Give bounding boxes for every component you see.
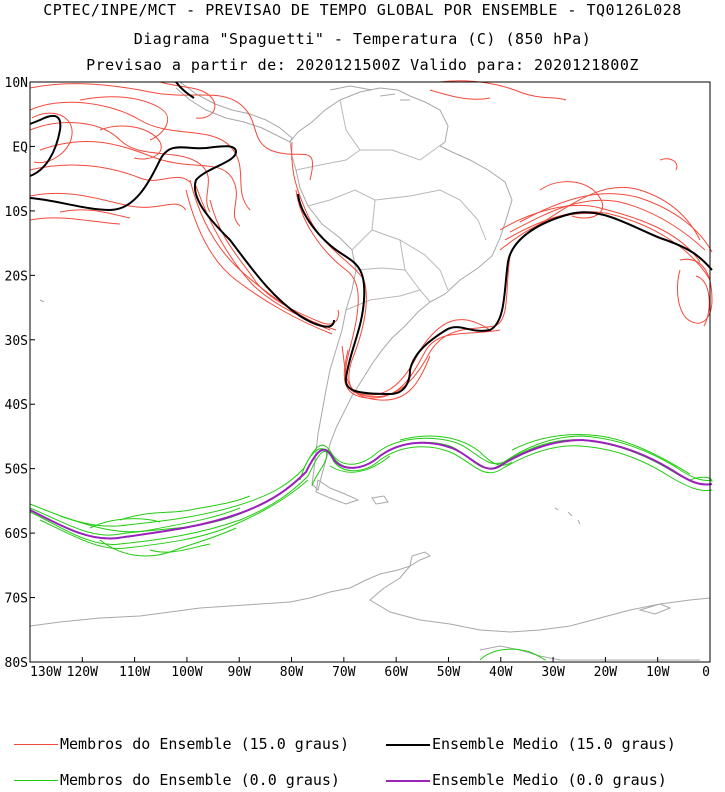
green-member-15 bbox=[479, 648, 547, 661]
central-america-coast bbox=[175, 81, 293, 143]
legend-mean-0: Ensemble Medio (0.0 graus) bbox=[386, 771, 667, 789]
lat-label: 10N bbox=[5, 76, 28, 91]
lon-label: 110W bbox=[119, 665, 150, 680]
lat-label: 30S bbox=[5, 334, 28, 349]
chart-subtitle: Diagrama "Spaguetti" - Temperatura (C) (… bbox=[133, 30, 592, 48]
green-member-13 bbox=[511, 434, 691, 475]
lat-label: 60S bbox=[5, 527, 28, 542]
mean-0-path bbox=[29, 438, 713, 540]
lon-label: 20W bbox=[594, 665, 618, 680]
lon-label: 80W bbox=[280, 665, 304, 680]
lat-label: EQ bbox=[12, 140, 28, 155]
lat-label: 10S bbox=[5, 205, 28, 220]
legend-mean-15-label: Ensemble Medio (15.0 graus) bbox=[432, 735, 676, 753]
red-member-7 bbox=[59, 209, 131, 219]
lon-label: 120W bbox=[67, 665, 98, 680]
lon-label: 40W bbox=[489, 665, 513, 680]
red-member-29 bbox=[539, 181, 603, 219]
green-member-14 bbox=[689, 476, 713, 483]
green-member-1 bbox=[29, 439, 711, 536]
caribbean-islands bbox=[329, 85, 410, 101]
lon-label: 10W bbox=[646, 665, 670, 680]
lon-label: 0 bbox=[702, 665, 710, 680]
red-member-17 bbox=[195, 185, 337, 331]
mean-15-path-pacific bbox=[29, 114, 335, 328]
red-member-20 bbox=[291, 141, 431, 401]
green-member-3 bbox=[29, 435, 713, 527]
green-member-11 bbox=[329, 455, 391, 473]
members-15-contours bbox=[29, 80, 713, 401]
lat-label: 20S bbox=[5, 269, 28, 284]
lat-label: 70S bbox=[5, 592, 28, 607]
legend-swatch-black bbox=[386, 743, 430, 746]
red-member-32 bbox=[659, 158, 678, 171]
lon-label: 100W bbox=[171, 665, 202, 680]
lon-label: 60W bbox=[384, 665, 408, 680]
map-frame bbox=[29, 81, 711, 663]
red-member-27 bbox=[519, 193, 713, 253]
lat-label: 40S bbox=[5, 398, 28, 413]
legend-members-15-label: Membros do Ensemble (15.0 graus) bbox=[60, 735, 349, 753]
green-member-9 bbox=[89, 518, 161, 529]
tierra-del-fuego bbox=[315, 479, 389, 505]
green-member-7 bbox=[119, 495, 251, 521]
legend-members-0: Membros do Ensemble (0.0 graus) bbox=[14, 771, 340, 789]
red-member-11 bbox=[159, 81, 216, 119]
mean-15-path-southamerica bbox=[297, 193, 713, 396]
red-member-14 bbox=[29, 217, 121, 225]
red-member-6 bbox=[29, 192, 187, 211]
coastlines bbox=[29, 81, 711, 661]
mean-0-contour bbox=[29, 438, 713, 540]
legend-swatch-green bbox=[14, 780, 58, 781]
green-member-8 bbox=[149, 543, 211, 553]
red-member-10 bbox=[99, 125, 162, 160]
lon-label: 50W bbox=[437, 665, 461, 680]
legend-members-0-label: Membros do Ensemble (0.0 graus) bbox=[60, 771, 340, 789]
lat-label: 80S bbox=[5, 656, 28, 671]
red-member-25 bbox=[509, 199, 706, 251]
red-member-3 bbox=[29, 122, 211, 213]
red-member-2 bbox=[29, 101, 251, 211]
legend-mean-0-label: Ensemble Medio (0.0 graus) bbox=[432, 771, 667, 789]
green-member-6 bbox=[59, 507, 241, 533]
red-member-5 bbox=[29, 164, 191, 183]
red-member-4 bbox=[39, 141, 241, 227]
red-member-1 bbox=[29, 83, 314, 181]
lat-label: 50S bbox=[5, 463, 28, 478]
mean-15-contour bbox=[29, 81, 713, 396]
legend-swatch-purple bbox=[386, 779, 430, 782]
lon-label: 30W bbox=[541, 665, 565, 680]
chart-validity: Previsao a partir de: 2020121500Z Valido… bbox=[86, 56, 639, 74]
mean-15-path-north bbox=[175, 81, 195, 99]
green-member-2 bbox=[29, 445, 713, 545]
chart-title: CPTEC/INPE/MCT - PREVISAO DE TEMPO GLOBA… bbox=[43, 1, 682, 19]
lon-label: 90W bbox=[227, 665, 251, 680]
small-islands bbox=[39, 299, 581, 525]
green-member-4 bbox=[39, 479, 309, 550]
red-member-12 bbox=[439, 80, 567, 101]
red-member-13 bbox=[429, 89, 491, 100]
red-member-31 bbox=[695, 275, 710, 327]
red-member-30 bbox=[677, 258, 713, 324]
lon-label: 70W bbox=[332, 665, 356, 680]
red-member-23 bbox=[499, 205, 701, 263]
lon-label: 130W bbox=[30, 665, 61, 680]
legend-mean-15: Ensemble Medio (15.0 graus) bbox=[386, 735, 676, 753]
red-member-9 bbox=[79, 96, 169, 141]
legend-members-15: Membros do Ensemble (15.0 graus) bbox=[14, 735, 349, 753]
country-borders bbox=[295, 99, 487, 311]
red-member-28 bbox=[529, 186, 701, 241]
red-member-18 bbox=[185, 189, 333, 335]
antarctica-coast bbox=[29, 551, 711, 661]
red-member-24 bbox=[504, 211, 711, 281]
legend-swatch-red bbox=[14, 744, 58, 745]
members-0-contours bbox=[29, 434, 713, 661]
south-america-coast bbox=[289, 87, 513, 491]
red-member-19 bbox=[295, 189, 491, 396]
red-member-22 bbox=[343, 329, 501, 399]
